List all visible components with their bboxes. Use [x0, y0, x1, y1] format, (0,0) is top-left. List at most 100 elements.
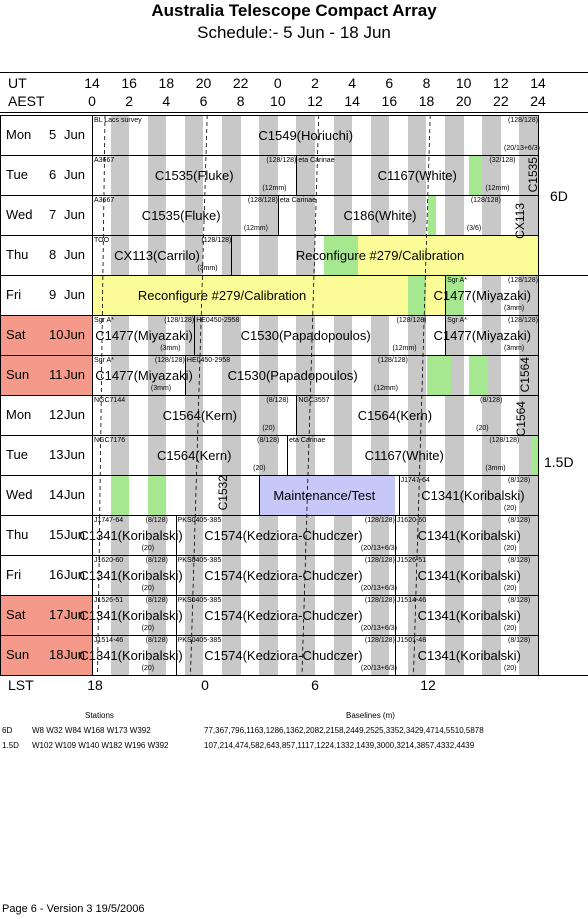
day-date: 9 — [49, 287, 57, 302]
day-month: Jun — [64, 647, 85, 662]
block-boundary — [231, 235, 233, 275]
observation-correlator: (128/128) — [364, 517, 395, 524]
day-date: 12 — [49, 407, 64, 422]
block-boundary — [394, 635, 396, 675]
observation-correlator: (128/128) — [508, 277, 538, 284]
ut-tick: 22 — [232, 75, 249, 91]
observation-source: NGC7176 — [94, 437, 126, 444]
observation-band: (3mm) — [504, 305, 525, 312]
observation-correlator: (8/128) — [145, 637, 168, 644]
day-name: Fri — [6, 567, 22, 582]
observation-band: (20) — [504, 545, 517, 552]
row-divider — [0, 355, 538, 356]
lst-label: LST — [8, 677, 34, 693]
config-15d-label: 1.5D — [2, 741, 19, 750]
observation-correlator: (128/128) — [266, 157, 297, 164]
observation-name: C1477(Miyazaki) — [433, 288, 532, 303]
row-divider — [0, 515, 538, 516]
day-name: Thu — [6, 527, 29, 542]
observation-correlator: (128/128) — [164, 317, 195, 324]
day-month: Jun — [64, 207, 85, 222]
observation-source: J1620-60 — [396, 517, 427, 524]
page-title: Australia Telescope Compact Array — [151, 1, 437, 20]
observation-name: C1341(Koribalski) — [79, 608, 183, 623]
lst-guide-stroke — [301, 114, 320, 676]
observation-name: Maintenance/Test — [273, 488, 376, 503]
observation-source: Sgr A* — [94, 317, 114, 324]
frame-axis — [0, 112, 588, 113]
observation-band: (3mm) — [150, 385, 172, 392]
day-name: Thu — [6, 247, 29, 262]
ut-label: UT — [8, 75, 27, 91]
observation-name: CX113(Carrilo) — [114, 248, 200, 263]
page-footer: Page 6 - Version 3 19/5/2006 — [2, 903, 145, 915]
day-date: 10 — [49, 327, 64, 342]
observation-band: (20/13+6/3) — [360, 585, 397, 592]
band-yellow — [357, 235, 501, 275]
block-boundary — [296, 395, 298, 435]
block-boundary — [394, 555, 396, 595]
ut-tick: 8 — [422, 75, 431, 91]
block-boundary — [175, 635, 177, 675]
vertical-code: C1535 — [526, 157, 540, 193]
day-date: 11 — [49, 367, 63, 382]
lst-tick: 6 — [311, 677, 319, 693]
day-month: Jun — [64, 287, 85, 302]
observation-source: eta Carinae — [289, 437, 326, 444]
observation-name: C1564(Kern) — [357, 408, 433, 423]
band-yellow — [92, 275, 464, 315]
observation-correlator: (8/128) — [145, 597, 168, 604]
row-divider — [0, 395, 538, 396]
band-green — [426, 355, 451, 395]
ut-tick: 12 — [493, 75, 509, 91]
lst-tick: 18 — [87, 677, 103, 693]
day-date: 16 — [49, 567, 64, 582]
row-divider — [0, 595, 538, 596]
observation-correlator: (8/128) — [145, 517, 168, 524]
vertical-code: C1564 — [514, 401, 528, 437]
day-name: Tue — [6, 167, 28, 182]
day-cell: Sun 18 Jun — [0, 635, 92, 675]
aest-tick: 16 — [381, 93, 398, 109]
day-name: Mon — [6, 127, 32, 142]
observation-correlator: (8/128) — [480, 397, 503, 404]
lst-tick: 0 — [201, 677, 209, 693]
observation-source: eta Carinae — [279, 197, 317, 204]
day-cell: Thu 8 Jun — [0, 235, 92, 275]
row-divider — [0, 435, 538, 436]
observation-correlator: (128/128) — [508, 117, 538, 124]
observation-correlator: (128/128) — [154, 357, 185, 364]
band-green — [147, 475, 167, 515]
observation-name: C1341(Koribalski) — [417, 648, 521, 663]
observation-band: (3/6) — [466, 225, 482, 232]
observation-name: C1564(Kern) — [162, 408, 237, 423]
observation-name: C1341(Koribalski) — [417, 608, 521, 623]
ut-tick: 6 — [385, 75, 394, 91]
aest-tick: 2 — [125, 93, 134, 109]
observation-band: (20/13+6/3) — [360, 665, 397, 672]
band-green — [407, 275, 427, 315]
observation-correlator: (128/128) — [470, 197, 501, 204]
day-month: Jun — [64, 607, 85, 622]
observation-band: (3mm) — [504, 345, 525, 352]
aest-tick: 22 — [493, 93, 509, 109]
observation-band: (20) — [141, 585, 155, 592]
band-green — [324, 235, 358, 275]
day-date: 7 — [49, 207, 57, 222]
band-green — [530, 435, 538, 475]
ut-tick: 2 — [311, 75, 319, 91]
observation-correlator: (8/128) — [508, 597, 531, 604]
day-cell: Sun 11 Jun — [0, 355, 92, 395]
ut-tick: 14 — [530, 75, 546, 91]
config-6d-label: 6D — [2, 726, 13, 735]
ut-tick: 16 — [121, 75, 137, 91]
observation-source: PKS0405-385 — [177, 517, 222, 524]
day-cell: Fri 9 Jun — [0, 275, 92, 315]
observation-correlator: (8/128) — [145, 557, 168, 564]
aest-tick: 24 — [530, 93, 546, 109]
observation-band: (12mm) — [485, 185, 510, 192]
block-boundary — [194, 315, 196, 355]
block-boundary — [277, 195, 279, 235]
aest-tick: 8 — [236, 93, 245, 109]
